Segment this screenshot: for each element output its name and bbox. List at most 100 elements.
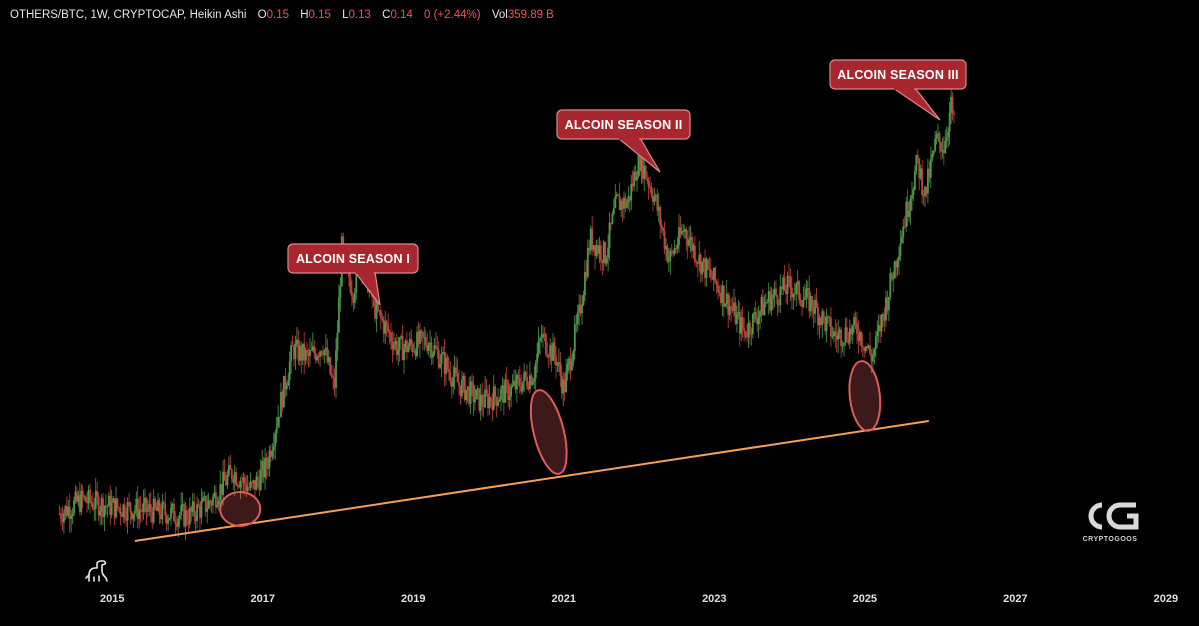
candle-body bbox=[317, 356, 320, 358]
candle-body bbox=[269, 450, 272, 457]
symbol-info: OTHERS/BTC, 1W, CRYPTOCAP, Heikin Ashi bbox=[10, 9, 247, 21]
candle bbox=[225, 471, 227, 487]
callout-join bbox=[356, 270, 374, 274]
candle-body bbox=[819, 317, 822, 326]
candle-body bbox=[248, 487, 251, 489]
candle bbox=[320, 350, 323, 357]
candle-body bbox=[329, 357, 332, 374]
candle-body bbox=[204, 496, 207, 512]
candle-body bbox=[251, 482, 253, 484]
candle bbox=[840, 326, 842, 358]
candle bbox=[889, 267, 892, 301]
candle-body bbox=[390, 332, 392, 343]
candle bbox=[669, 247, 672, 275]
candle-body bbox=[196, 504, 198, 521]
candle-body bbox=[504, 379, 507, 403]
candle-body bbox=[867, 345, 870, 348]
candle-body bbox=[534, 362, 537, 379]
candle bbox=[216, 496, 219, 509]
candle bbox=[630, 174, 633, 211]
candle-body bbox=[605, 257, 608, 264]
candle-body bbox=[228, 464, 230, 475]
candle bbox=[261, 449, 264, 484]
highlight-ellipse bbox=[529, 389, 568, 475]
candle bbox=[950, 87, 952, 124]
candle bbox=[876, 320, 879, 348]
candle-body bbox=[495, 397, 498, 406]
logo-text: CRYPTOGOOS bbox=[1083, 536, 1138, 543]
candle-body bbox=[401, 336, 404, 361]
candle bbox=[226, 469, 229, 490]
candle bbox=[941, 137, 944, 159]
candle bbox=[790, 275, 793, 310]
candle bbox=[694, 236, 696, 267]
candle bbox=[394, 337, 397, 351]
candle-body bbox=[458, 382, 460, 386]
candle bbox=[259, 459, 262, 491]
candle-body bbox=[181, 504, 184, 506]
candle-body bbox=[58, 513, 61, 515]
candle-body bbox=[792, 294, 795, 298]
candle-body bbox=[584, 272, 586, 295]
candle bbox=[330, 364, 333, 379]
candle bbox=[764, 293, 767, 308]
dinosaur-icon bbox=[85, 560, 108, 582]
candle bbox=[258, 468, 261, 496]
candle-body bbox=[776, 295, 779, 305]
candle bbox=[760, 293, 763, 323]
candle-body bbox=[212, 496, 214, 506]
callout-box bbox=[287, 243, 419, 274]
candle-body bbox=[814, 299, 816, 314]
candle-body bbox=[624, 197, 627, 208]
candle-body bbox=[788, 275, 790, 277]
candle bbox=[407, 342, 410, 353]
candle bbox=[112, 495, 115, 503]
candle bbox=[84, 495, 87, 503]
candle-body bbox=[298, 345, 301, 361]
candle-body bbox=[731, 308, 734, 311]
candle-body bbox=[232, 478, 235, 483]
candle-body bbox=[277, 416, 280, 428]
candle bbox=[309, 338, 311, 367]
candle bbox=[731, 296, 734, 314]
candle bbox=[905, 196, 908, 233]
candle bbox=[569, 347, 572, 381]
candle bbox=[214, 485, 217, 514]
candle bbox=[685, 227, 688, 251]
candle-body bbox=[191, 501, 194, 512]
candle bbox=[660, 219, 663, 234]
candle bbox=[118, 506, 120, 513]
candle-body bbox=[895, 261, 897, 268]
candle bbox=[546, 341, 549, 359]
candle bbox=[851, 324, 854, 344]
candle-body bbox=[915, 154, 918, 172]
candle-body bbox=[133, 510, 136, 514]
candle-body bbox=[790, 287, 793, 298]
candle-body bbox=[625, 203, 628, 208]
candle-body bbox=[213, 492, 216, 497]
candle-body bbox=[74, 491, 77, 501]
candle-body bbox=[689, 236, 692, 241]
candle-body bbox=[433, 345, 436, 354]
x-tick-label: 2021 bbox=[552, 593, 576, 605]
candle-body bbox=[680, 230, 683, 235]
candle-body bbox=[909, 198, 912, 212]
candle bbox=[254, 480, 256, 497]
candle-body bbox=[474, 398, 476, 403]
candle bbox=[498, 396, 501, 402]
candle bbox=[96, 481, 99, 505]
candle-body bbox=[187, 521, 190, 525]
candle bbox=[543, 327, 546, 342]
candle-body bbox=[824, 316, 827, 331]
candle-body bbox=[754, 312, 757, 320]
candle bbox=[235, 467, 238, 487]
candle-body bbox=[155, 506, 158, 511]
candle bbox=[423, 326, 426, 351]
candle-body bbox=[730, 306, 732, 309]
candle-body bbox=[798, 281, 801, 300]
candle bbox=[510, 383, 513, 408]
candle bbox=[608, 212, 611, 261]
candle bbox=[458, 369, 460, 395]
candle bbox=[472, 376, 475, 417]
